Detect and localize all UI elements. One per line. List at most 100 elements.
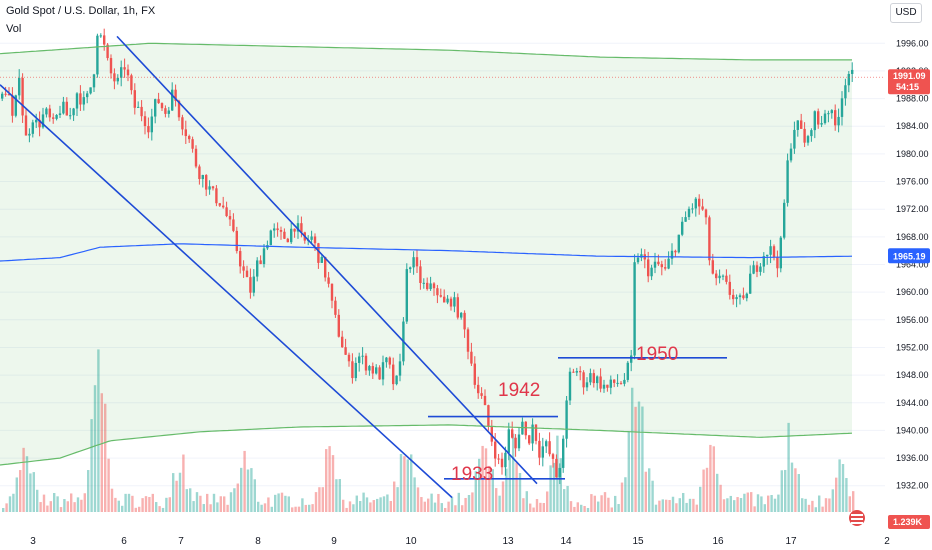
volume-bar (763, 504, 766, 512)
x-tick-label: 2 (884, 536, 890, 547)
candle-body (412, 257, 415, 268)
candle-body (300, 223, 303, 233)
candle-body (681, 221, 684, 235)
candle-body (579, 371, 582, 373)
volume-bar (821, 506, 824, 512)
volume-bar (66, 501, 69, 512)
volume-bar (848, 496, 851, 512)
volume-bar (76, 497, 80, 512)
volume-bar (484, 448, 488, 512)
candle-body (548, 441, 551, 455)
candle-body (684, 217, 687, 222)
candle-body (171, 89, 174, 111)
volume-bar (488, 465, 491, 512)
volume-bar (277, 493, 280, 512)
volume-bar (117, 500, 120, 512)
candle-body (616, 382, 619, 384)
volume-bar (362, 492, 365, 512)
chart-legend: Gold Spot / U.S. Dollar, 1h, FX Vol (6, 5, 155, 35)
candle-body (609, 379, 612, 388)
candle-body (18, 77, 21, 96)
volume-bar (440, 503, 443, 512)
y-tick-label: 1972.00 (896, 204, 929, 214)
candle-body (551, 454, 555, 459)
candle-body (296, 223, 300, 232)
candle-body (167, 110, 170, 114)
volume-bar (110, 488, 114, 512)
volume-bar (70, 493, 73, 512)
candle-body (392, 364, 395, 385)
volume-bar (243, 450, 246, 512)
candle-body (28, 133, 31, 136)
y-tick-label: 1984.00 (896, 121, 929, 131)
candle-body (388, 357, 391, 365)
volume-bar (688, 498, 692, 512)
band-mid-text: 1965.19 (893, 251, 926, 261)
volume-bar (750, 492, 753, 512)
candle-body (235, 230, 238, 252)
candle-body (531, 424, 534, 444)
candle-body (89, 87, 92, 94)
candle-body (721, 275, 725, 277)
candle-body (596, 376, 599, 384)
volume-bar (345, 507, 348, 512)
x-tick-label: 15 (632, 536, 644, 547)
candle-body (150, 116, 153, 133)
volume-bar (828, 498, 831, 512)
candle-body (245, 270, 249, 278)
candle-body (432, 283, 436, 289)
candle-body (262, 248, 266, 265)
candle-body (847, 73, 850, 86)
volume-bar (770, 495, 773, 512)
volume-bar (93, 385, 97, 512)
candle-body (188, 136, 191, 140)
volume-bar (508, 454, 511, 512)
volume-bar (22, 447, 25, 512)
x-tick-label: 14 (560, 536, 572, 547)
volume-bar (709, 444, 712, 512)
candle-body (184, 129, 187, 137)
x-tick-label: 10 (405, 536, 417, 547)
candle-body (490, 426, 493, 442)
volume-bar (369, 502, 372, 512)
candle-body (456, 297, 459, 318)
candle-body (24, 115, 28, 136)
candle-body (834, 110, 837, 126)
volume-bar (83, 493, 86, 512)
x-tick-label: 8 (255, 536, 261, 547)
volume-bar (39, 502, 42, 512)
candle-body (568, 371, 572, 401)
volume-bar (226, 504, 229, 512)
candle-body (269, 230, 272, 246)
volume-bar (529, 503, 532, 512)
currency-button[interactable]: USD (890, 3, 922, 23)
last-price-text: 1991.09 (893, 71, 926, 81)
volume-bar (641, 406, 644, 512)
volume-bar (835, 477, 838, 512)
volume-bar (512, 433, 515, 512)
candle-body (789, 148, 793, 161)
volume-label: Vol (6, 23, 22, 35)
flag-icon (849, 510, 865, 526)
volume-bar (399, 453, 403, 512)
volume-bar (376, 498, 379, 512)
band-lines (0, 42, 853, 466)
candle-body (82, 97, 85, 105)
volume-bar (168, 497, 171, 512)
volume-bar (263, 503, 267, 512)
candle-body (381, 362, 385, 380)
x-tick-label: 13 (502, 536, 514, 547)
candle-body (293, 228, 296, 232)
candle-body (840, 98, 844, 117)
candle-body (7, 93, 11, 96)
volume-bar (852, 491, 855, 512)
volume-bar (73, 502, 76, 512)
volume-bar (668, 500, 671, 512)
volume-bar (811, 500, 814, 512)
volume-bar (644, 471, 647, 512)
candle-body (21, 77, 24, 116)
candle-body (460, 312, 463, 318)
candle-body (575, 371, 578, 373)
volume-bar (450, 496, 454, 512)
